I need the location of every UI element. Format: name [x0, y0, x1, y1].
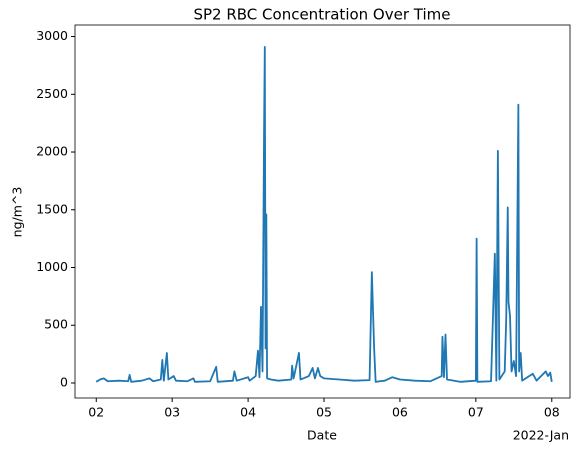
y-axis-label: ng/m^3 — [10, 187, 25, 238]
x-tick-label: 07 — [468, 405, 484, 420]
x-tick-label: 08 — [544, 405, 560, 420]
x-tick-label: 03 — [164, 405, 180, 420]
plot-frame — [74, 24, 571, 399]
x-tick-label: 02 — [88, 405, 104, 420]
y-tick-label: 1000 — [36, 259, 68, 274]
y-tick-label: 3000 — [36, 28, 68, 43]
data-line — [95, 46, 553, 383]
chart-title: SP2 RBC Concentration Over Time — [193, 6, 450, 24]
x-axis-label: Date — [307, 428, 337, 443]
y-tick-label: 0 — [60, 374, 68, 389]
x-tick-label: 06 — [392, 405, 408, 420]
x-tick-label: 04 — [240, 405, 256, 420]
y-tick-label: 500 — [44, 317, 68, 332]
x-offset-label: 2022-Jan — [513, 428, 569, 443]
y-tick-label: 1500 — [36, 201, 68, 216]
y-tick-label: 2500 — [36, 86, 68, 101]
x-tick-label: 05 — [316, 405, 332, 420]
y-tick-label: 2000 — [36, 144, 68, 159]
